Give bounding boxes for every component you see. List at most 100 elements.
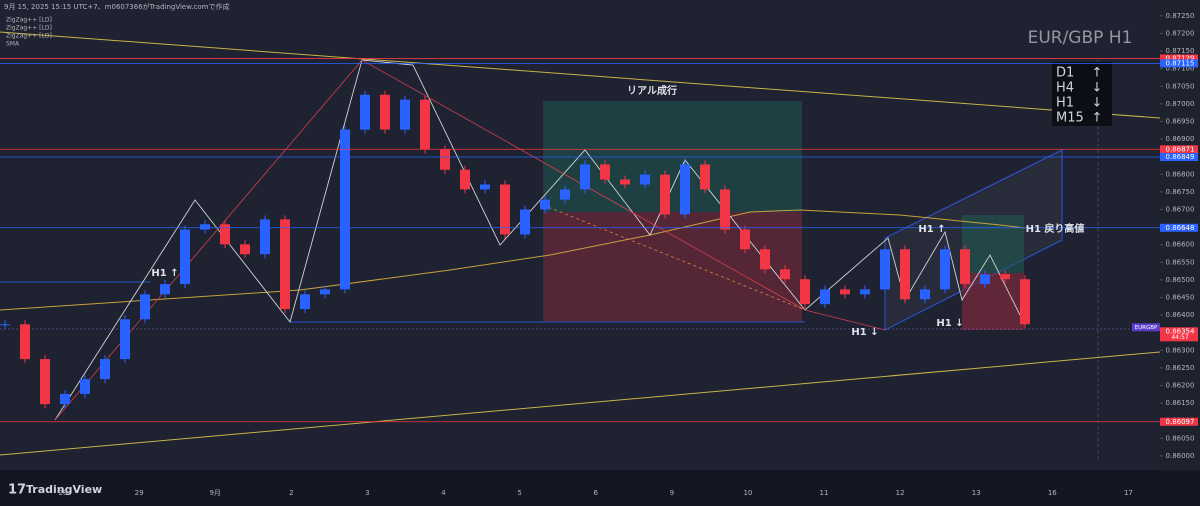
level-label: 0.87129 [1166, 54, 1195, 62]
indicator-label: ZigZag++ [LD] [6, 17, 52, 24]
y-tick-label: 0.86450 [1166, 293, 1195, 301]
indicator-label: SMA [6, 41, 20, 48]
candle-body [660, 174, 670, 215]
candle-body [760, 249, 770, 270]
y-tick-label: 0.86200 [1166, 382, 1195, 390]
level-label: 0.87115 [1166, 59, 1195, 67]
trend-timeframe: H1 [1056, 96, 1074, 111]
y-tick-label: 0.86400 [1166, 311, 1195, 319]
candle-body [740, 229, 750, 250]
trend-line [0, 31, 1161, 119]
candle-body [260, 219, 270, 255]
level-label-box [1160, 153, 1198, 162]
candle-body [620, 179, 630, 185]
y-tick-label: 0.87050 [1166, 82, 1195, 90]
x-tick-label: 6 [593, 489, 598, 497]
y-tick-label: 0.86050 [1166, 434, 1195, 442]
candle-body [980, 274, 990, 285]
candle-body [120, 319, 130, 360]
level-label: 0.86097 [1166, 418, 1195, 426]
level-label-box [1160, 223, 1198, 232]
candle-body [640, 174, 650, 185]
candle-body [460, 169, 470, 190]
loss-zone [962, 273, 1024, 330]
level-label: 0.86871 [1166, 145, 1195, 153]
candle-body [780, 269, 790, 280]
trend-timeframe: M15 [1056, 111, 1084, 126]
candle-body [360, 94, 370, 130]
candle-body [240, 244, 250, 255]
y-tick-label: 0.86900 [1166, 135, 1195, 143]
candle-body [320, 289, 330, 295]
trend-line [0, 351, 1161, 456]
candle-body [80, 379, 90, 394]
candle-body [140, 294, 150, 320]
candle-body [540, 199, 550, 210]
level-label: 0.86849 [1166, 153, 1195, 161]
y-tick-label: 0.86000 [1166, 452, 1195, 460]
x-tick-label: 2 [289, 489, 293, 497]
candle-body [300, 294, 310, 310]
candle-body [600, 164, 610, 180]
candle-body [160, 284, 170, 295]
y-tick-label: 0.86800 [1166, 170, 1195, 178]
countdown: 44:57 [1171, 334, 1188, 341]
annotation: H1 ↑ [151, 268, 178, 279]
x-tick-label: 4 [441, 489, 446, 497]
candle-body [400, 99, 410, 130]
candle-body [840, 289, 850, 295]
trend-direction: ↑ [1092, 111, 1103, 126]
y-tick-label: 0.86750 [1166, 188, 1195, 196]
x-tick-label: 9月 [209, 489, 220, 497]
candle-body [560, 189, 570, 200]
trend-box [1052, 62, 1112, 126]
y-tick-label: 0.86300 [1166, 346, 1195, 354]
caption: 9月 15, 2025 15:15 UTC+7、m0607366がTrading… [4, 2, 230, 11]
y-tick-label: 0.87000 [1166, 100, 1195, 108]
y-tick-label: 0.86250 [1166, 364, 1195, 372]
candle-body [520, 209, 530, 235]
candle-body [20, 324, 30, 360]
candle-body [860, 289, 870, 295]
level-label-box [1160, 54, 1198, 63]
x-tick-label: 29 [135, 489, 144, 497]
profit-zone [962, 215, 1024, 273]
x-tick-label: 17 [1124, 489, 1133, 497]
annotation: H1 ↓ [936, 318, 963, 329]
candle-body [60, 393, 70, 405]
level-label-box [1160, 417, 1198, 426]
y-tick-label: 0.87150 [1166, 47, 1195, 55]
candle-body [580, 164, 590, 190]
candle-body [420, 99, 430, 150]
candle-body [440, 149, 450, 170]
annotation: H1 ↑ [918, 224, 945, 235]
x-tick-label: 12 [896, 489, 905, 497]
trend-direction: ↑ [1092, 66, 1103, 81]
y-tick-label: 0.86600 [1166, 241, 1195, 249]
annotation: H1 戻り高値 [1026, 222, 1085, 235]
candle-body [940, 249, 950, 290]
level-label: 0.86648 [1166, 224, 1195, 232]
candle-body [680, 164, 690, 215]
x-tick-label: 16 [1048, 489, 1057, 497]
indicator-label: ZigZag++ [LD] [6, 25, 52, 32]
annotation: リアル成行 [627, 84, 677, 97]
brand: 𝟭𝟳 TradingView [8, 483, 102, 498]
y-tick-label: 0.86500 [1166, 276, 1195, 284]
y-tick-label: 0.86950 [1166, 117, 1195, 125]
symbol-tag-label: EURGBP [1135, 325, 1158, 331]
x-tick-label: 13 [972, 489, 981, 497]
candle-body [500, 184, 510, 235]
dashed-line [542, 204, 806, 311]
candle-body [100, 359, 110, 380]
y-tick-label: 0.86550 [1166, 258, 1195, 266]
y-tick-label: 0.86700 [1166, 205, 1195, 213]
candle-body [720, 189, 730, 230]
y-tick-label: 0.86150 [1166, 399, 1195, 407]
footer-bar [0, 470, 1200, 506]
brand-logo: 𝟭𝟳 [8, 483, 26, 498]
symbol-title: EUR/GBP H1 [1028, 28, 1133, 48]
candle-body [820, 289, 830, 305]
